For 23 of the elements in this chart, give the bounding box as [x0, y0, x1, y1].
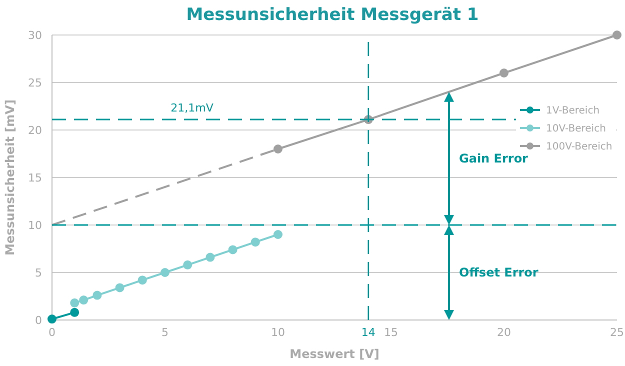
y-tick-label: 5 [35, 266, 42, 280]
annotation: Offset Error [459, 266, 538, 280]
legend-label: 100V-Bereich [546, 142, 612, 152]
y-tick-label: 10 [28, 218, 42, 232]
x-tick-label: 20 [497, 326, 511, 339]
ref-line-label: 21,1mV [170, 102, 214, 115]
x-tick-label: 25 [610, 326, 624, 339]
y-tick-label: 20 [28, 124, 42, 137]
y-axis-title: Messunsicherheit [mV] [3, 100, 17, 256]
x-tick-label: 10 [271, 326, 285, 339]
x-tick-label: 0 [48, 326, 56, 339]
y-tick-label: 15 [28, 171, 42, 184]
y-tick-label: 0 [35, 314, 42, 327]
y-tick-label: 25 [28, 76, 42, 90]
x-tick-label: 15 [384, 326, 398, 339]
x-axis-title: Messwert [V] [290, 347, 380, 361]
annotation: Gain Error [459, 152, 528, 166]
x-tick-label: 14 [361, 326, 376, 339]
legend-label: 10V-Bereich [546, 124, 606, 134]
chart-title: Messunsicherheit Messgerät 1 [186, 5, 479, 25]
y-tick-label: 30 [28, 28, 42, 42]
legend-label: 1V-Bereich [546, 106, 600, 116]
x-tick-label: 5 [162, 326, 168, 339]
